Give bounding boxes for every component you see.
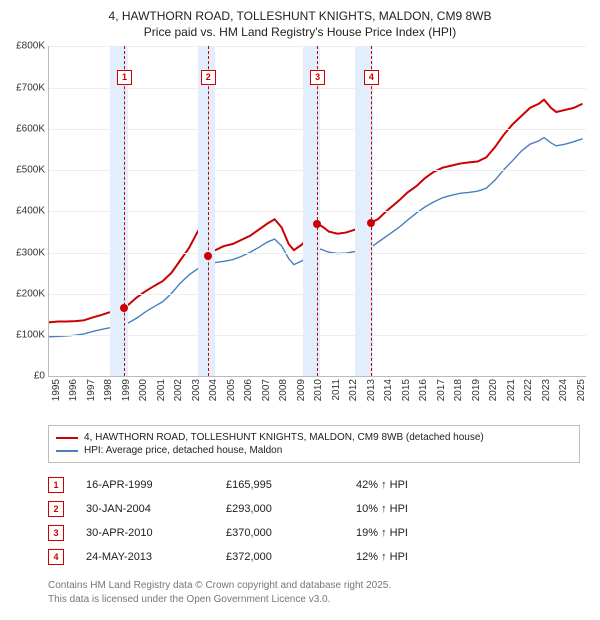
table-row: 3 30-APR-2010£370,00019% ↑ HPI bbox=[48, 521, 580, 545]
x-axis-labels: 1995 1996 1997 1998 1999 2000 2001 2002 2003 2004… bbox=[48, 379, 586, 413]
sale-point bbox=[313, 220, 321, 228]
row-marker: 3 bbox=[48, 525, 64, 541]
x-tick-label: 2016 bbox=[418, 379, 429, 401]
sale-marker-box: 1 bbox=[117, 70, 132, 85]
row-pct: 10% ↑ HPI bbox=[356, 503, 408, 515]
legend-swatch bbox=[56, 450, 78, 452]
year-band bbox=[110, 46, 127, 376]
row-marker: 2 bbox=[48, 501, 64, 517]
x-tick-label: 2008 bbox=[278, 379, 289, 401]
license-line-1: Contains HM Land Registry data © Crown c… bbox=[48, 579, 580, 593]
y-tick-label: £0 bbox=[34, 371, 49, 382]
y-tick-label: £800K bbox=[16, 41, 49, 52]
x-tick-label: 2017 bbox=[436, 379, 447, 401]
x-tick-label: 2012 bbox=[348, 379, 359, 401]
title-block: 4, HAWTHORN ROAD, TOLLESHUNT KNIGHTS, MA… bbox=[10, 8, 590, 40]
sale-point bbox=[120, 304, 128, 312]
legend: 4, HAWTHORN ROAD, TOLLESHUNT KNIGHTS, MA… bbox=[48, 425, 580, 463]
row-marker: 1 bbox=[48, 477, 64, 493]
table-row: 4 24-MAY-2013£372,00012% ↑ HPI bbox=[48, 545, 580, 569]
sale-vline bbox=[124, 46, 125, 376]
x-tick-label: 2009 bbox=[296, 379, 307, 401]
y-tick-label: £100K bbox=[16, 330, 49, 341]
x-tick-label: 2014 bbox=[383, 379, 394, 401]
x-tick-label: 2004 bbox=[208, 379, 219, 401]
x-tick-label: 2001 bbox=[156, 379, 167, 401]
row-date: 30-APR-2010 bbox=[86, 527, 226, 539]
title-subtitle: Price paid vs. HM Land Registry's House … bbox=[10, 24, 590, 40]
x-tick-label: 1996 bbox=[68, 379, 79, 401]
sale-vline bbox=[208, 46, 209, 376]
row-pct: 42% ↑ HPI bbox=[356, 479, 408, 491]
row-price: £372,000 bbox=[226, 551, 356, 563]
sale-vline bbox=[317, 46, 318, 376]
x-tick-label: 1999 bbox=[121, 379, 132, 401]
title-address: 4, HAWTHORN ROAD, TOLLESHUNT KNIGHTS, MA… bbox=[10, 8, 590, 24]
year-band bbox=[198, 46, 215, 376]
x-tick-label: 2023 bbox=[541, 379, 552, 401]
x-tick-label: 2021 bbox=[506, 379, 517, 401]
row-date: 24-MAY-2013 bbox=[86, 551, 226, 563]
sale-vline bbox=[371, 46, 372, 376]
table-row: 1 16-APR-1999£165,99542% ↑ HPI bbox=[48, 473, 580, 497]
y-tick-label: £500K bbox=[16, 165, 49, 176]
y-tick-label: £200K bbox=[16, 288, 49, 299]
row-price: £165,995 bbox=[226, 479, 356, 491]
license-text: Contains HM Land Registry data © Crown c… bbox=[48, 579, 580, 606]
row-pct: 12% ↑ HPI bbox=[356, 551, 408, 563]
license-line-2: This data is licensed under the Open Gov… bbox=[48, 593, 580, 607]
legend-label: 4, HAWTHORN ROAD, TOLLESHUNT KNIGHTS, MA… bbox=[84, 432, 484, 443]
x-tick-label: 1997 bbox=[86, 379, 97, 401]
x-tick-label: 2005 bbox=[226, 379, 237, 401]
legend-label: HPI: Average price, detached house, Mald… bbox=[84, 445, 282, 456]
legend-row: HPI: Average price, detached house, Mald… bbox=[56, 444, 572, 457]
price-chart: £0£100K£200K£300K£400K£500K£600K£700K£80… bbox=[48, 46, 586, 377]
report-container: 4, HAWTHORN ROAD, TOLLESHUNT KNIGHTS, MA… bbox=[0, 0, 600, 616]
x-tick-label: 2020 bbox=[488, 379, 499, 401]
x-tick-label: 2025 bbox=[576, 379, 587, 401]
x-tick-label: 2010 bbox=[313, 379, 324, 401]
row-price: £370,000 bbox=[226, 527, 356, 539]
row-price: £293,000 bbox=[226, 503, 356, 515]
y-tick-label: £600K bbox=[16, 123, 49, 134]
x-tick-label: 2011 bbox=[331, 379, 342, 401]
sale-point bbox=[204, 252, 212, 260]
x-tick-label: 1998 bbox=[103, 379, 114, 401]
legend-row: 4, HAWTHORN ROAD, TOLLESHUNT KNIGHTS, MA… bbox=[56, 431, 572, 444]
row-pct: 19% ↑ HPI bbox=[356, 527, 408, 539]
x-tick-label: 2003 bbox=[191, 379, 202, 401]
row-marker: 4 bbox=[48, 549, 64, 565]
table-row: 2 30-JAN-2004£293,00010% ↑ HPI bbox=[48, 497, 580, 521]
x-tick-label: 2022 bbox=[523, 379, 534, 401]
x-tick-label: 2013 bbox=[366, 379, 377, 401]
x-tick-label: 2024 bbox=[558, 379, 569, 401]
sale-marker-box: 4 bbox=[364, 70, 379, 85]
legend-swatch bbox=[56, 437, 78, 439]
x-tick-label: 2019 bbox=[471, 379, 482, 401]
sale-marker-box: 2 bbox=[201, 70, 216, 85]
sales-table: 1 16-APR-1999£165,99542% ↑ HPI 2 30-JAN-200… bbox=[48, 473, 580, 569]
y-tick-label: £300K bbox=[16, 247, 49, 258]
y-tick-label: £700K bbox=[16, 82, 49, 93]
y-tick-label: £400K bbox=[16, 206, 49, 217]
sale-marker-box: 3 bbox=[310, 70, 325, 85]
row-date: 30-JAN-2004 bbox=[86, 503, 226, 515]
x-tick-label: 2006 bbox=[243, 379, 254, 401]
sale-point bbox=[367, 219, 375, 227]
x-tick-label: 2007 bbox=[261, 379, 272, 401]
x-tick-label: 2002 bbox=[173, 379, 184, 401]
x-tick-label: 1995 bbox=[51, 379, 62, 401]
x-tick-label: 2015 bbox=[401, 379, 412, 401]
x-tick-label: 2018 bbox=[453, 379, 464, 401]
x-tick-label: 2000 bbox=[138, 379, 149, 401]
row-date: 16-APR-1999 bbox=[86, 479, 226, 491]
